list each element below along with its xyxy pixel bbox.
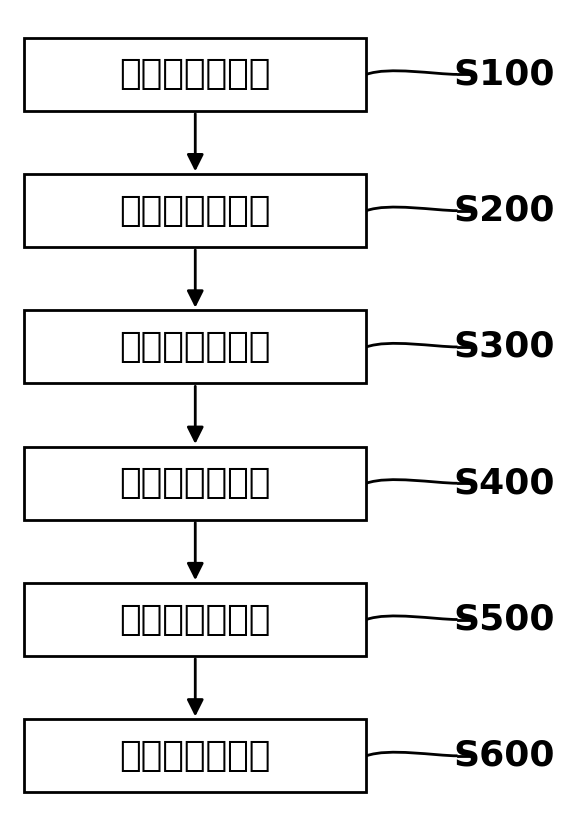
Bar — [24, 38, 366, 111]
Bar — [24, 583, 366, 656]
Text: 第一浸泡子步骤: 第一浸泡子步骤 — [120, 58, 271, 91]
Bar — [24, 447, 366, 520]
Text: 第四干燥子步骤: 第四干燥子步骤 — [120, 739, 271, 772]
Text: S200: S200 — [453, 194, 555, 228]
Text: 第二浸泡子步骤: 第二浸泡子步骤 — [120, 194, 271, 228]
Text: S600: S600 — [453, 739, 555, 772]
Text: S300: S300 — [453, 330, 555, 364]
Bar — [24, 310, 366, 383]
Text: 第二干燥子步骤: 第二干燥子步骤 — [120, 466, 271, 501]
Text: S400: S400 — [453, 466, 555, 501]
Bar — [24, 174, 366, 247]
Text: 第一干燥子步骤: 第一干燥子步骤 — [120, 330, 271, 364]
Text: S100: S100 — [453, 58, 555, 91]
Text: S500: S500 — [453, 602, 555, 637]
Text: 第三干燥子步骤: 第三干燥子步骤 — [120, 602, 271, 637]
Bar — [24, 720, 366, 792]
